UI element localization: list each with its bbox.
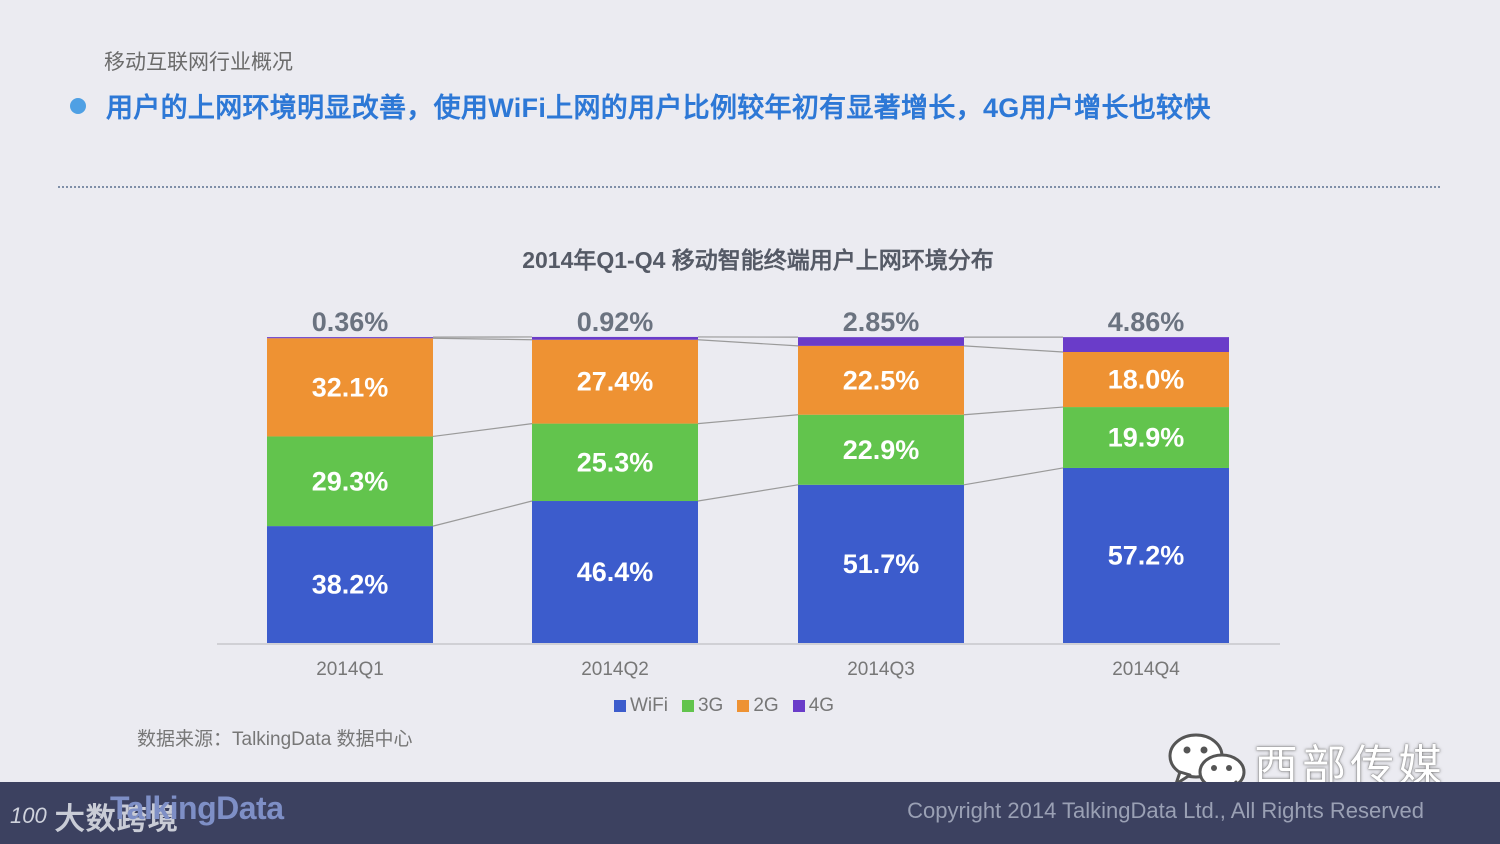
- bullet-icon: [70, 97, 86, 114]
- bar-wifi-2014Q1: [267, 526, 433, 643]
- data-label-3g-2014Q1: 29.3%: [312, 466, 389, 496]
- data-label-2g-2014Q4: 18.0%: [1108, 365, 1185, 395]
- data-label-2g-2014Q2: 27.4%: [577, 367, 654, 397]
- data-label-wifi-2014Q4: 57.2%: [1108, 540, 1185, 570]
- headline: 用户的上网环境明显改善，使用WiFi上网的用户比例较年初有显著增长，4G用户增长…: [70, 86, 1211, 125]
- legend-label-3g: 3G: [697, 695, 724, 716]
- brand-logo: TalkingData: [110, 790, 284, 826]
- bar-2g-2014Q1: [267, 338, 433, 437]
- bar-4g-2014Q3: [798, 337, 964, 346]
- connector-line-3g-2: [697, 414, 799, 425]
- data-label-2g-2014Q3: 22.5%: [843, 365, 920, 395]
- footer-bar: 100 大数跨境 TalkingData Copyright 2014 Talk…: [0, 782, 1500, 844]
- copyright: Copyright 2014 TalkingData Ltd., All Rig…: [907, 798, 1424, 823]
- connector-line-2g-1: [432, 337, 533, 341]
- legend-label-2g: 2G: [753, 695, 779, 716]
- bar-2g-2014Q3: [798, 345, 964, 415]
- bar-3g-2014Q1: [267, 436, 433, 527]
- legend-label-wifi: WiFi: [630, 695, 668, 716]
- logo-cn-text: 大数跨境: [54, 803, 179, 836]
- connector-line-3g-3: [963, 406, 1064, 416]
- section-title: 移动互联网行业概况: [104, 51, 293, 74]
- chart-legend: WiFi 3G 2G 4G: [614, 695, 848, 717]
- legend-label-4g: 4G: [808, 695, 835, 716]
- data-label-4g-2014Q2: 0.92%: [577, 307, 654, 337]
- connector-line-wifi-2: [697, 484, 799, 502]
- data-label-3g-2014Q2: 25.3%: [577, 447, 654, 477]
- x-tick-label-2014Q3: 2014Q3: [847, 659, 915, 680]
- legend-swatch-2g: [737, 700, 750, 712]
- legend-item-2g: 2G: [737, 695, 779, 717]
- bar-2g-2014Q2: [532, 339, 698, 424]
- bar-3g-2014Q2: [532, 423, 698, 502]
- chart-title: 2014年Q1-Q4 移动智能终端用户上网环境分布: [522, 247, 994, 273]
- connector-line-wifi-1: [432, 500, 533, 527]
- data-label-3g-2014Q4: 19.9%: [1108, 423, 1185, 453]
- connector-line-2g-2: [697, 339, 799, 347]
- headline-text: 用户的上网环境明显改善，使用WiFi上网的用户比例较年初有显著增长，4G用户增长…: [106, 93, 1211, 123]
- data-label-wifi-2014Q3: 51.7%: [843, 549, 920, 579]
- bar-3g-2014Q4: [1063, 407, 1229, 468]
- bar-4g-2014Q2: [532, 336, 698, 340]
- divider: [58, 186, 1440, 188]
- legend-swatch-wifi: [614, 700, 626, 712]
- connector-line-2g-3: [963, 345, 1064, 353]
- data-label-4g-2014Q3: 2.85%: [843, 307, 920, 337]
- bar-3g-2014Q3: [798, 414, 964, 485]
- legend-item-wifi: WiFi: [614, 695, 668, 717]
- bar-2g-2014Q4: [1063, 351, 1229, 408]
- data-label-wifi-2014Q1: 38.2%: [312, 570, 389, 600]
- legend-item-3g: 3G: [681, 695, 724, 717]
- x-tick-label-2014Q1: 2014Q1: [316, 659, 384, 680]
- data-source: 数据来源：TalkingData 数据中心: [137, 729, 413, 750]
- bar-wifi-2014Q3: [798, 484, 964, 643]
- data-label-2g-2014Q1: 32.1%: [312, 372, 389, 402]
- legend-swatch-3g: [681, 700, 694, 712]
- bar-wifi-2014Q2: [532, 501, 698, 643]
- bar-4g-2014Q4: [1063, 337, 1229, 352]
- bar-4g-2014Q1: [267, 337, 433, 339]
- footer-logo: 100 大数跨境: [10, 794, 179, 838]
- connector-line-3g-1: [432, 423, 533, 438]
- legend-item-4g: 4G: [792, 695, 835, 717]
- x-tick-label-2014Q2: 2014Q2: [581, 659, 649, 680]
- wechat-icon: [1168, 733, 1246, 794]
- stacked-bar-chart: 2014年Q1-Q4 移动智能终端用户上网环境分布 38.2% 29.3% 32.1%…: [217, 247, 1280, 680]
- data-label-4g-2014Q1: 0.36%: [312, 307, 389, 337]
- bar-wifi-2014Q4: [1063, 467, 1229, 643]
- data-label-3g-2014Q3: 22.9%: [843, 435, 920, 465]
- data-label-4g-2014Q4: 4.86%: [1108, 307, 1185, 337]
- x-tick-label-2014Q4: 2014Q4: [1112, 659, 1180, 680]
- legend-swatch-4g: [792, 700, 805, 712]
- connector-line-wifi-3: [963, 467, 1064, 486]
- logo-number: 100: [10, 803, 47, 828]
- data-label-wifi-2014Q2: 46.4%: [577, 557, 654, 587]
